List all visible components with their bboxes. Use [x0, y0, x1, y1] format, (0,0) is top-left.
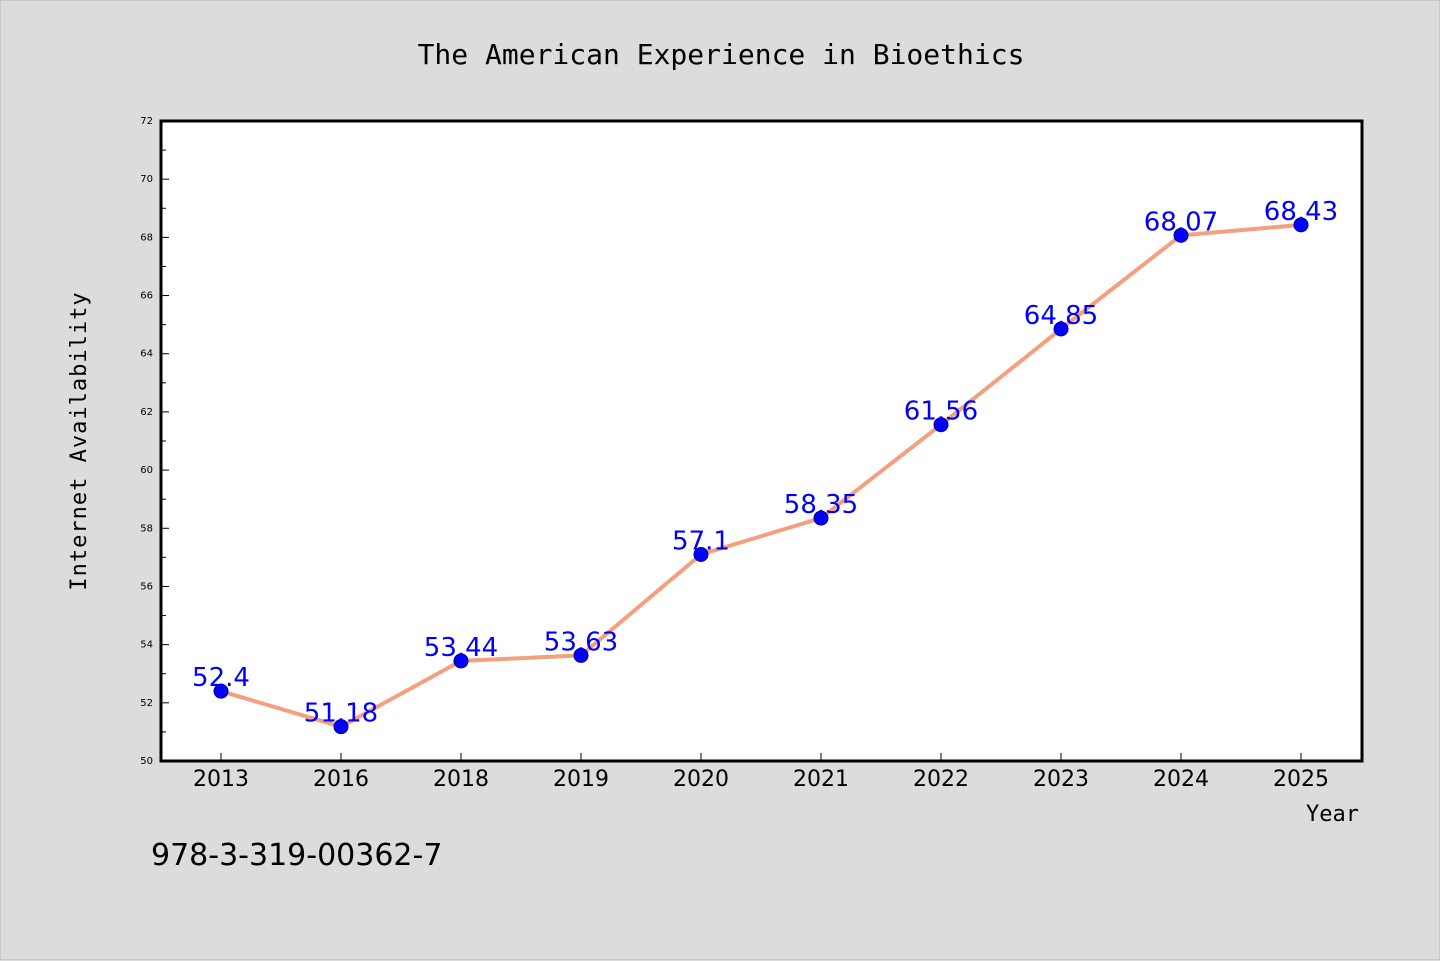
- data-label: 52.4: [192, 663, 250, 693]
- y-tick-label: 50: [140, 756, 153, 767]
- y-tick-label: 60: [140, 465, 153, 476]
- data-label: 57.1: [672, 526, 730, 556]
- y-tick-label: 64: [140, 349, 153, 360]
- data-point: [453, 653, 469, 669]
- data-label: 68.07: [1144, 207, 1218, 237]
- x-axis-label: Year: [1306, 802, 1359, 827]
- y-tick-label: 72: [140, 116, 153, 127]
- x-tick-label: 2023: [1033, 767, 1089, 792]
- x-axis: 2013 2016 2018 2019 2020 2021 2022 2023 2024 2025: [193, 753, 1329, 792]
- series-line: [220, 222, 1302, 729]
- data-label: 53.44: [424, 633, 498, 663]
- x-tick-label: 2020: [673, 767, 729, 792]
- series-group: 52.4 51.18 53.44 53.63 57.1 58.35 61.56 64.85 68…: [192, 197, 1338, 735]
- data-point: [1293, 217, 1309, 233]
- y-tick-label: 66: [140, 291, 153, 302]
- y-tick-label: 54: [140, 640, 153, 651]
- data-label: 61.56: [904, 397, 978, 427]
- x-tick-label: 2024: [1153, 767, 1209, 792]
- y-tick-label: 52: [140, 698, 153, 709]
- y-tick-label: 70: [140, 174, 153, 185]
- y-tick-label: 68: [140, 232, 153, 243]
- data-point: [933, 417, 949, 433]
- y-tick-label: 62: [140, 407, 153, 418]
- data-point: [813, 510, 829, 526]
- x-tick-label: 2019: [553, 767, 609, 792]
- x-tick-label: 2013: [193, 767, 249, 792]
- x-tick-label: 2025: [1273, 767, 1329, 792]
- x-tick-label: 2021: [793, 767, 849, 792]
- data-point: [693, 546, 709, 562]
- data-label: 68.43: [1264, 197, 1338, 227]
- x-tick-label: 2022: [913, 767, 969, 792]
- data-point: [333, 719, 349, 735]
- footer-text: 978-3-319-00362-7: [151, 838, 442, 873]
- data-label: 51.18: [304, 699, 378, 729]
- y-tick-label: 56: [140, 581, 153, 592]
- data-label: 64.85: [1024, 301, 1098, 331]
- y-axis-label: Internet Availability: [67, 291, 92, 590]
- chart-title: The American Experience in Bioethics: [418, 38, 1025, 71]
- data-point: [1053, 321, 1069, 337]
- x-tick-label: 2016: [313, 767, 369, 792]
- data-point: [573, 647, 589, 663]
- data-label: 53.63: [544, 627, 618, 657]
- data-point: [1173, 227, 1189, 243]
- plot-area: [159, 119, 1364, 763]
- data-point: [213, 683, 229, 699]
- y-tick-label: 58: [140, 523, 153, 534]
- data-label: 58.35: [784, 490, 858, 520]
- y-axis: 50 52 54 56 58 60 62 64 66 68 70 72: [140, 116, 169, 767]
- x-tick-label: 2018: [433, 767, 489, 792]
